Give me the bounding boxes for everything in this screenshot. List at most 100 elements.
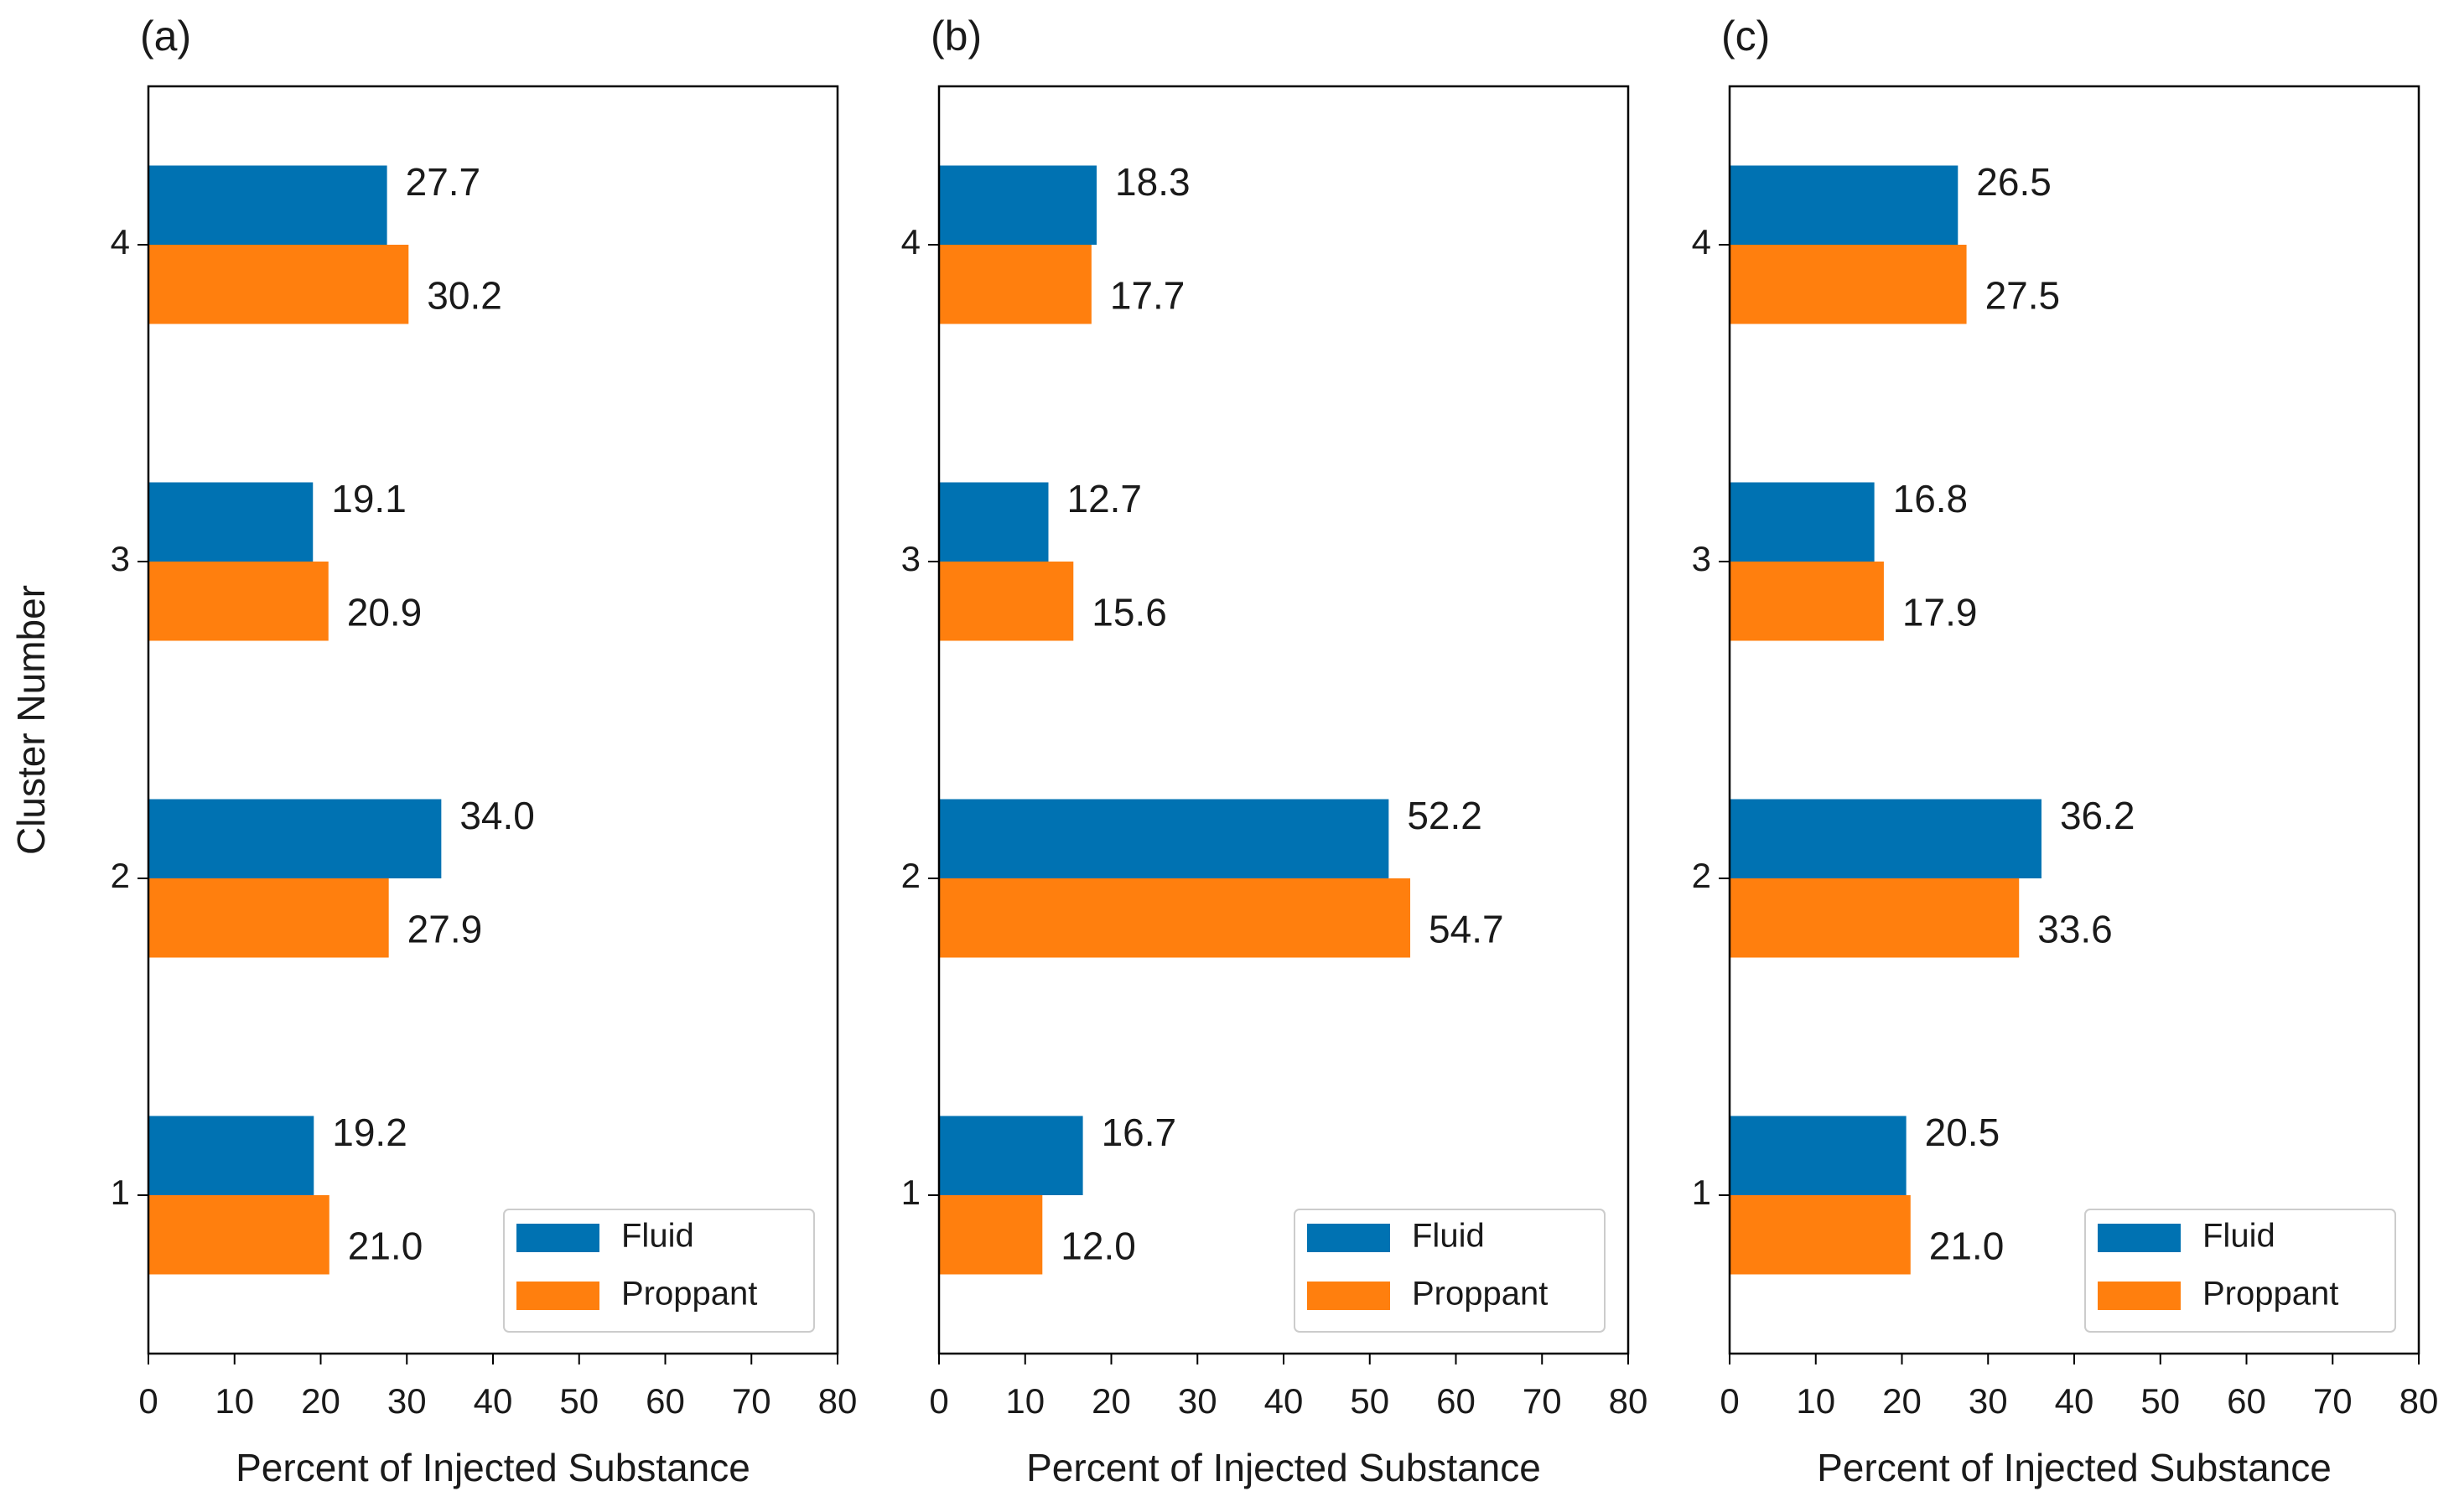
bar <box>1730 1195 1911 1275</box>
value-label: 27.5 <box>1985 273 2061 317</box>
legend-label: Fluid <box>2202 1218 2275 1255</box>
value-label: 17.7 <box>1110 273 1185 317</box>
value-label: 16.7 <box>1102 1111 1177 1154</box>
legend-swatch <box>516 1224 599 1252</box>
bar <box>1730 482 1875 562</box>
x-tick-label: 10 <box>215 1381 254 1421</box>
bar <box>148 245 409 324</box>
bar <box>148 1116 314 1195</box>
bar <box>1730 245 1967 324</box>
x-tick-label: 30 <box>1969 1381 2008 1421</box>
y-tick-label: 4 <box>1692 222 1711 261</box>
bar <box>148 562 329 641</box>
bar <box>939 165 1097 245</box>
value-label: 27.7 <box>406 160 481 204</box>
legend-label: Fluid <box>621 1218 694 1255</box>
value-label: 34.0 <box>459 794 535 837</box>
x-tick-label: 20 <box>1882 1381 1922 1421</box>
panel-title: (a) <box>140 13 191 60</box>
legend-swatch <box>1307 1224 1390 1252</box>
bar <box>148 165 387 245</box>
x-axis-label: Percent of Injected Substance <box>1817 1446 2332 1489</box>
bar <box>939 482 1049 562</box>
x-tick-label: 40 <box>474 1381 513 1421</box>
x-tick-label: 0 <box>1720 1381 1739 1421</box>
value-label: 15.6 <box>1092 590 1167 634</box>
plot-frame <box>937 85 1630 1355</box>
x-tick-label: 40 <box>1264 1381 1304 1421</box>
y-tick-label: 2 <box>111 856 130 895</box>
y-tick-label: 3 <box>1692 539 1711 578</box>
y-tick-label: 4 <box>901 222 921 261</box>
value-label: 20.9 <box>347 590 423 634</box>
y-tick-label: 1 <box>901 1173 921 1212</box>
value-label: 27.9 <box>407 907 483 950</box>
value-label: 12.0 <box>1061 1224 1136 1267</box>
y-tick-label: 1 <box>1692 1173 1711 1212</box>
legend-label: Fluid <box>1412 1218 1485 1255</box>
bar <box>148 482 314 562</box>
x-tick-label: 50 <box>2140 1381 2180 1421</box>
x-tick-label: 70 <box>732 1381 771 1421</box>
legend-swatch <box>2098 1282 2181 1310</box>
x-tick-label: 30 <box>387 1381 427 1421</box>
x-tick-label: 0 <box>929 1381 948 1421</box>
y-tick-label: 3 <box>901 539 921 578</box>
bar <box>939 878 1411 958</box>
legend-label: Proppant <box>621 1276 757 1313</box>
x-tick-label: 60 <box>1436 1381 1476 1421</box>
legend-swatch <box>2098 1224 2181 1252</box>
value-label: 20.5 <box>1925 1111 2000 1154</box>
value-label: 21.0 <box>348 1224 423 1267</box>
legend-swatch <box>1307 1282 1390 1310</box>
bar <box>148 1195 329 1275</box>
bar <box>939 799 1389 878</box>
value-label: 16.8 <box>1893 477 1969 520</box>
x-tick-label: 0 <box>138 1381 158 1421</box>
y-tick-label: 1 <box>111 1173 130 1212</box>
value-label: 12.7 <box>1066 477 1142 520</box>
x-tick-label: 30 <box>1178 1381 1217 1421</box>
value-label: 30.2 <box>427 273 502 317</box>
value-label: 52.2 <box>1407 794 1482 837</box>
bar <box>148 799 442 878</box>
value-label: 33.6 <box>2037 907 2113 950</box>
value-label: 26.5 <box>1976 160 2052 204</box>
x-axis-label: Percent of Injected Substance <box>236 1446 750 1489</box>
legend-label: Proppant <box>1412 1276 1548 1313</box>
bar <box>939 1116 1083 1195</box>
y-tick-label: 4 <box>111 222 130 261</box>
value-label: 54.7 <box>1429 907 1504 950</box>
value-label: 19.1 <box>331 477 407 520</box>
x-tick-label: 20 <box>301 1381 340 1421</box>
x-tick-label: 80 <box>818 1381 858 1421</box>
plot-frame <box>147 85 839 1355</box>
x-tick-label: 80 <box>2400 1381 2439 1421</box>
y-tick-label: 2 <box>1692 856 1711 895</box>
bar <box>1730 165 1959 245</box>
bar <box>1730 562 1884 641</box>
legend-label: Proppant <box>2202 1276 2338 1313</box>
y-axis-label: Cluster Number <box>9 585 53 855</box>
bar <box>939 562 1074 641</box>
x-tick-label: 60 <box>2227 1381 2266 1421</box>
x-tick-label: 10 <box>1005 1381 1045 1421</box>
y-tick-label: 3 <box>111 539 130 578</box>
panel-title: (c) <box>1721 13 1770 60</box>
plot-frame <box>1728 85 2420 1355</box>
x-tick-label: 40 <box>2055 1381 2094 1421</box>
value-label: 18.3 <box>1115 160 1191 204</box>
value-label: 19.2 <box>332 1111 407 1154</box>
x-tick-label: 70 <box>2313 1381 2353 1421</box>
x-tick-label: 60 <box>646 1381 685 1421</box>
panel-title: (b) <box>931 13 982 60</box>
value-label: 36.2 <box>2060 794 2135 837</box>
bar <box>1730 878 2020 958</box>
x-axis-label: Percent of Injected Substance <box>1026 1446 1541 1489</box>
x-tick-label: 50 <box>1350 1381 1389 1421</box>
x-tick-label: 10 <box>1796 1381 1835 1421</box>
x-tick-label: 20 <box>1092 1381 1131 1421</box>
x-tick-label: 80 <box>1609 1381 1648 1421</box>
bar <box>939 245 1092 324</box>
